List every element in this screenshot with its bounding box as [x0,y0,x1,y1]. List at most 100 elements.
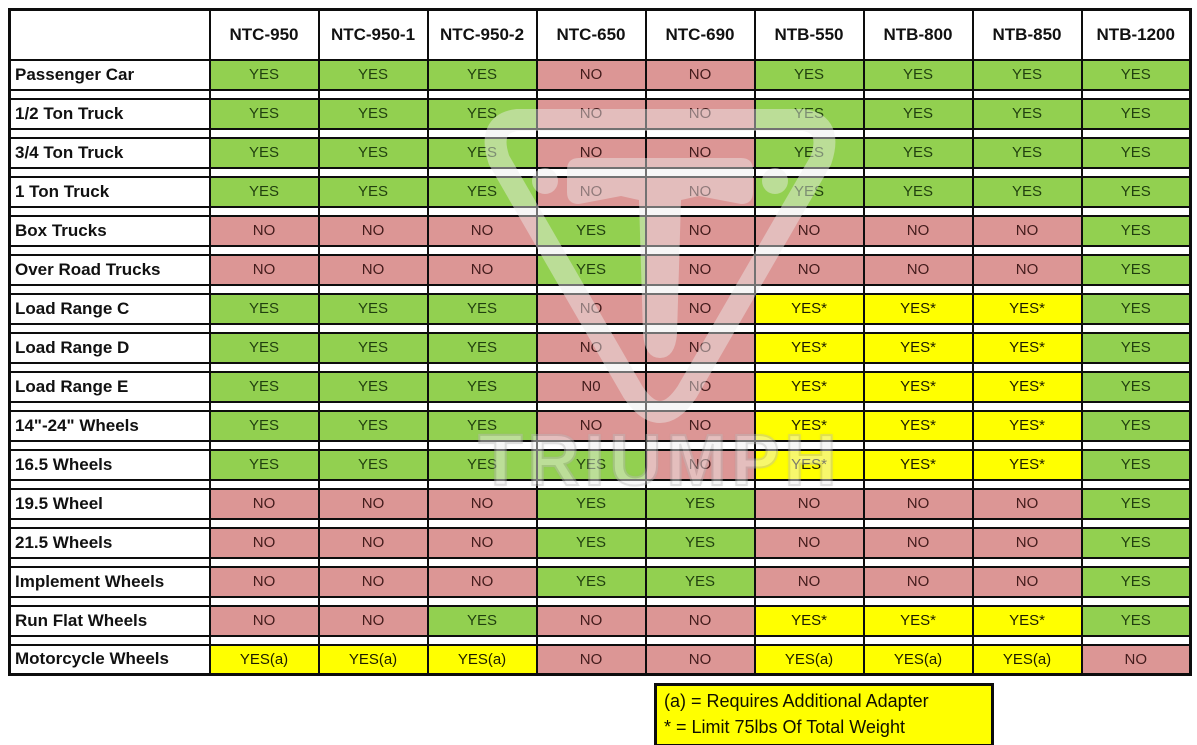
spacer-cell [208,127,320,139]
spacer-cell [8,595,211,607]
table-row: Load Range C YES YES YES NO NO YES* YES* YES* YES [8,292,1192,325]
spacer-cell [426,283,538,295]
compatibility-cell: YES(a) [862,643,974,676]
compatibility-cell: NO [535,331,647,364]
spacer-cell [971,244,1083,256]
compatibility-cell: NO [753,526,865,559]
compatibility-cell: YES [426,331,538,364]
compatibility-cell: YES [753,136,865,169]
compatibility-cell: YES* [862,409,974,442]
spacer-cell [208,556,320,568]
spacer-cell [1080,634,1192,646]
spacer-cell [535,127,647,139]
spacer-cell [753,517,865,529]
spacer-cell [535,634,647,646]
spacer-cell [1080,244,1192,256]
spacer-cell [317,400,429,412]
spacer-cell [535,166,647,178]
compatibility-cell: N0 [535,370,647,403]
column-header-ntb-1200: NTB-1200 [1080,8,1192,61]
spacer-cell [862,517,974,529]
compatibility-cell: YES [426,409,538,442]
compatibility-cell: YES [535,487,647,520]
spacer-cell [317,166,429,178]
spacer-cell [317,322,429,334]
spacer-cell [753,439,865,451]
compatibility-cell: NO [971,253,1083,286]
column-header-ntc-950-1: NTC-950-1 [317,8,429,61]
column-header-ntc-690: NTC-690 [644,8,756,61]
spacer-cell [208,283,320,295]
compatibility-cell: YES(a) [753,643,865,676]
spacer-cell [426,361,538,373]
compatibility-cell: NO [644,643,756,676]
compatibility-cell: YES [1080,565,1192,598]
spacer-cell [1080,88,1192,100]
compatibility-cell: YES* [753,409,865,442]
row-label: 19.5 Wheel [8,487,211,520]
spacer-cell [862,361,974,373]
compatibility-cell: YES(a) [317,643,429,676]
column-header-ntb-550: NTB-550 [753,8,865,61]
row-label: Run Flat Wheels [8,604,211,637]
spacer-cell [971,88,1083,100]
compatibility-cell: YES [1080,487,1192,520]
spacer-cell [208,244,320,256]
compatibility-cell: YES [644,526,756,559]
spacer-cell [8,478,211,490]
spacer-cell [535,478,647,490]
spacer-cell [426,166,538,178]
compatibility-cell: YES [317,409,429,442]
spacer-cell [317,127,429,139]
compatibility-cell: NO [644,604,756,637]
spacer-row [8,478,1192,490]
compatibility-cell: YES [426,58,538,91]
spacer-cell [317,283,429,295]
spacer-cell [8,439,211,451]
compatibility-cell: YES [317,448,429,481]
row-label: 16.5 Wheels [8,448,211,481]
spacer-cell [208,205,320,217]
compatibility-cell: YES* [753,604,865,637]
spacer-cell [753,88,865,100]
compatibility-cell: YES [1080,175,1192,208]
spacer-cell [208,88,320,100]
spacer-cell [317,595,429,607]
spacer-row [8,322,1192,334]
compatibility-cell: YES* [862,448,974,481]
legend-adapter-note: (a) = Requires Additional Adapter [664,691,929,711]
spacer-cell [862,244,974,256]
spacer-row [8,205,1192,217]
compatibility-cell: NO [317,604,429,637]
legend-note-box: (a) = Requires Additional Adapter * = Li… [654,683,994,745]
compatibility-cell: YES [1080,58,1192,91]
spacer-cell [753,205,865,217]
compatibility-cell: YES [971,136,1083,169]
compatibility-cell: YES [535,214,647,247]
compatibility-cell: YES [317,292,429,325]
spacer-row [8,439,1192,451]
spacer-cell [8,283,211,295]
row-label: Motorcycle Wheels [8,643,211,676]
spacer-cell [535,556,647,568]
compatibility-cell: YES [426,604,538,637]
compatibility-cell: YES* [862,292,974,325]
compatibility-table: NTC-950 NTC-950-1 NTC-950-2 NTC-650 NTC-690 N… [8,8,1192,676]
column-header-ntc-950-2: NTC-950-2 [426,8,538,61]
spacer-cell [753,283,865,295]
compatibility-cell: YES [317,370,429,403]
spacer-cell [426,127,538,139]
compatibility-cell: YES [426,175,538,208]
compatibility-cell: NO [644,97,756,130]
table-row: Load Range D YES YES YES NO NO YES* YES* YES* YES [8,331,1192,364]
spacer-row [8,244,1192,256]
spacer-cell [971,556,1083,568]
compatibility-cell: NO [644,58,756,91]
spacer-cell [426,205,538,217]
spacer-cell [1080,283,1192,295]
row-label: 3/4 Ton Truck [8,136,211,169]
spacer-row [8,595,1192,607]
table-row: 21.5 Wheels NO NO NO YES YES NO NO NO YES [8,526,1192,559]
spacer-cell [317,205,429,217]
table-row: 16.5 Wheels YES YES YES YES NO YES* YES* YES* YES [8,448,1192,481]
